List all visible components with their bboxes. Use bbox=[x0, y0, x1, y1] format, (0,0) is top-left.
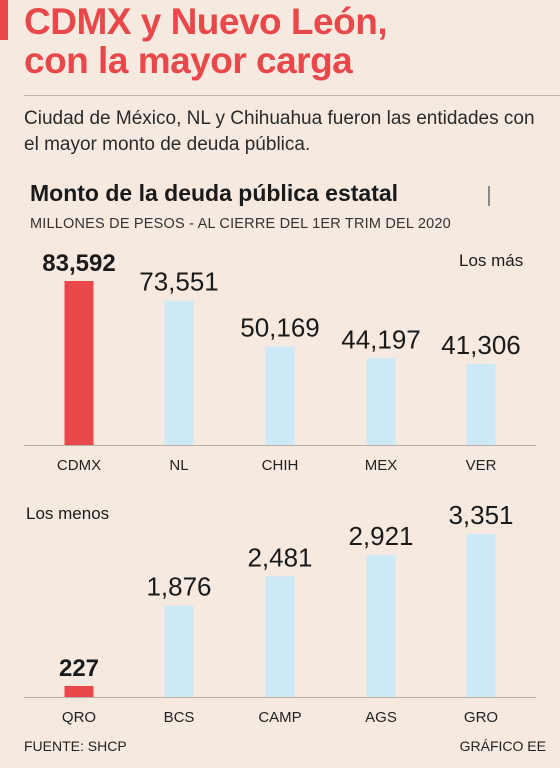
category-label-ver: VER bbox=[466, 457, 497, 474]
chart-subtitle: MILLONES DE PESOS - AL CIERRE DEL 1ER TR… bbox=[30, 216, 451, 232]
category-label-chih: CHIH bbox=[262, 457, 299, 474]
value-label-ags: 2,921 bbox=[348, 521, 413, 551]
title-separator bbox=[488, 186, 490, 206]
chart-title: Monto de la deuda pública estatal bbox=[30, 180, 399, 206]
accent-bar bbox=[0, 0, 8, 40]
graphic-credit: GRÁFICO EE bbox=[459, 738, 546, 754]
bar-ver bbox=[466, 363, 496, 445]
bar-gro bbox=[466, 534, 496, 697]
lede-text: Ciudad de México, NL y Chihuahua fueron … bbox=[24, 108, 535, 155]
category-label-mex: MEX bbox=[365, 457, 398, 474]
bar-cdmx bbox=[64, 281, 94, 445]
category-label-bcs: BCS bbox=[164, 709, 195, 726]
value-label-nl: 73,551 bbox=[139, 267, 219, 297]
category-label-cdmx: CDMX bbox=[57, 457, 101, 474]
bar-nl bbox=[164, 300, 194, 445]
category-label-camp: CAMP bbox=[258, 709, 301, 726]
value-label-gro: 3,351 bbox=[448, 500, 513, 530]
bar-ags bbox=[366, 554, 396, 697]
category-label-gro: GRO bbox=[464, 709, 498, 726]
category-label-ags: AGS bbox=[365, 709, 397, 726]
bar-bcs bbox=[164, 605, 194, 697]
value-label-qro: 227 bbox=[59, 655, 99, 682]
value-label-cdmx: 83,592 bbox=[42, 250, 115, 277]
divider bbox=[24, 95, 560, 96]
bar-chih bbox=[265, 346, 295, 445]
value-label-camp: 2,481 bbox=[247, 542, 312, 572]
section-label-bottom: Los menos bbox=[26, 504, 110, 523]
bar-camp bbox=[265, 576, 295, 697]
headline-line-2: con la mayor carga bbox=[24, 40, 353, 81]
bar-mex bbox=[366, 358, 396, 445]
value-label-bcs: 1,876 bbox=[146, 572, 211, 602]
source-note: FUENTE: SHCP bbox=[24, 738, 127, 754]
category-label-qro: QRO bbox=[62, 709, 96, 726]
value-label-ver: 41,306 bbox=[441, 330, 521, 360]
category-label-nl: NL bbox=[169, 457, 188, 474]
headline-line-1: CDMX y Nuevo León, bbox=[24, 1, 388, 42]
bar-qro bbox=[64, 685, 94, 697]
section-label-top: Los más bbox=[459, 251, 524, 270]
headline: CDMX y Nuevo León, con la mayor carga bbox=[24, 2, 554, 80]
value-label-mex: 44,197 bbox=[341, 324, 421, 354]
value-label-chih: 50,169 bbox=[240, 313, 320, 343]
